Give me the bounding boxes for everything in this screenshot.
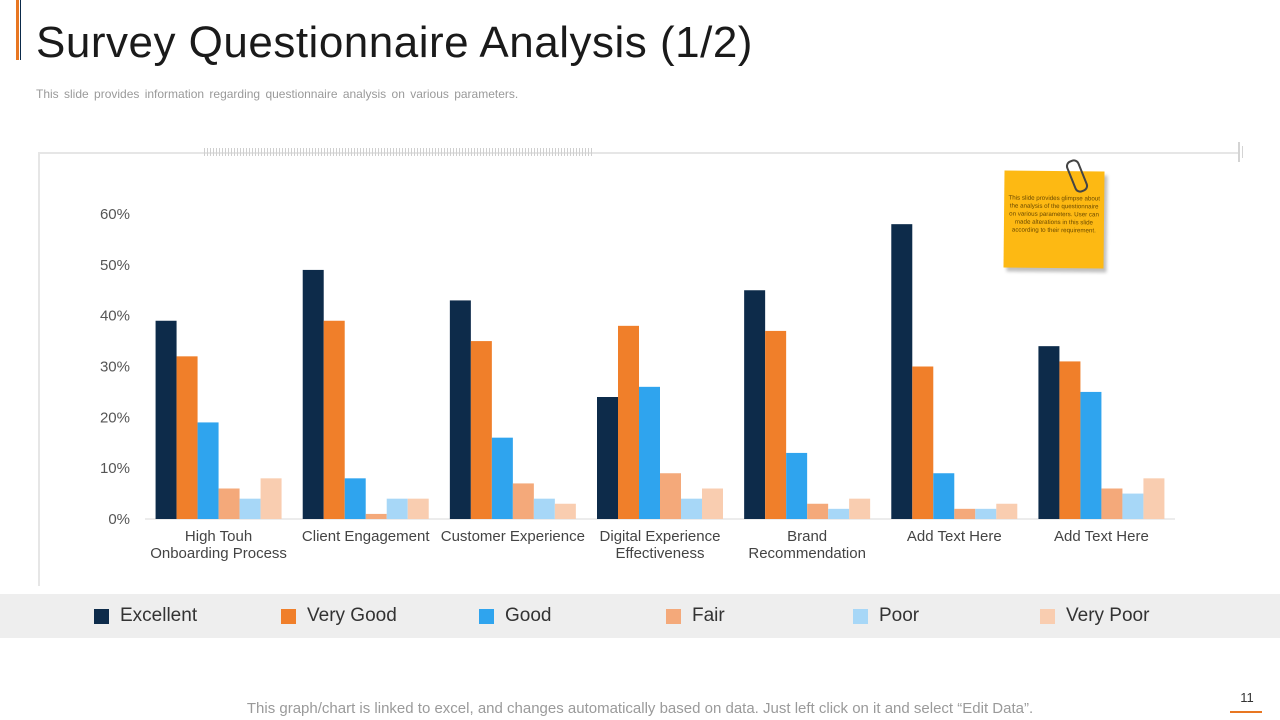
bar-good[interactable] bbox=[491, 437, 513, 519]
legend-swatch bbox=[479, 608, 494, 624]
x-category-label: Add Text Here bbox=[1054, 528, 1149, 545]
bar-fair[interactable] bbox=[365, 513, 387, 519]
bar-poor[interactable] bbox=[1122, 493, 1144, 519]
bar-fair[interactable] bbox=[807, 503, 829, 519]
legend-swatch bbox=[666, 608, 681, 624]
bar-good[interactable] bbox=[933, 473, 955, 519]
bar-fair[interactable] bbox=[954, 508, 976, 519]
frame-ruler-decoration bbox=[204, 148, 594, 156]
bar-excellent[interactable] bbox=[302, 269, 324, 519]
bar-very-good[interactable] bbox=[323, 320, 345, 519]
x-category-label: Client Engagement bbox=[302, 528, 430, 545]
bar-fair[interactable] bbox=[1101, 488, 1123, 520]
bar-excellent[interactable] bbox=[597, 397, 618, 519]
legend-swatch bbox=[853, 608, 868, 624]
legend-item-fair: Fair bbox=[666, 594, 725, 638]
legend-label: Good bbox=[505, 605, 552, 626]
bar-poor[interactable] bbox=[975, 508, 997, 519]
chart-legend: Excellent Very Good Good Fair Poor Very Poor bbox=[0, 594, 1280, 638]
bar-very-good[interactable] bbox=[912, 366, 934, 520]
bar-very-good[interactable] bbox=[470, 341, 492, 519]
bar-very-poor[interactable] bbox=[849, 498, 871, 519]
page-subtitle: This slide provides information regardin… bbox=[36, 87, 519, 101]
bar-very-poor[interactable] bbox=[407, 498, 429, 519]
bar-excellent[interactable] bbox=[155, 320, 177, 519]
y-tick-label: 50% bbox=[100, 257, 130, 274]
legend-item-very-poor: Very Poor bbox=[1040, 594, 1149, 638]
sticky-note: This slide provides glimpse about the an… bbox=[1003, 170, 1105, 269]
x-category-label: Recommendation bbox=[748, 545, 866, 562]
bar-poor[interactable] bbox=[386, 498, 408, 519]
x-category-label: Brand bbox=[787, 528, 827, 545]
y-tick-label: 10% bbox=[100, 460, 130, 477]
x-category-label: Effectiveness bbox=[616, 545, 705, 562]
bar-excellent[interactable] bbox=[744, 290, 766, 519]
frame-end-mark bbox=[1238, 142, 1240, 162]
legend-label: Very Poor bbox=[1066, 605, 1150, 626]
bar-good[interactable] bbox=[786, 452, 808, 519]
bar-fair[interactable] bbox=[660, 473, 681, 519]
footer-note: This graph/chart is linked to excel, and… bbox=[246, 700, 1034, 717]
x-category-label: Customer Experience bbox=[441, 528, 585, 545]
bar-very-good[interactable] bbox=[1059, 361, 1081, 519]
legend-item-very-good: Very Good bbox=[281, 594, 397, 638]
x-category-label: Add Text Here bbox=[907, 528, 1002, 545]
y-tick-label: 20% bbox=[100, 409, 130, 426]
page-number-underline bbox=[1230, 711, 1262, 713]
title-accent-line bbox=[20, 0, 21, 60]
x-category-label: Onboarding Process bbox=[150, 545, 287, 562]
bar-very-poor[interactable] bbox=[1143, 478, 1165, 519]
frame-left-line bbox=[38, 152, 40, 586]
y-tick-label: 0% bbox=[108, 511, 130, 528]
bar-very-poor[interactable] bbox=[702, 488, 723, 520]
bar-poor[interactable] bbox=[533, 498, 555, 519]
bar-poor[interactable] bbox=[828, 508, 850, 519]
bar-good[interactable] bbox=[344, 478, 366, 519]
bar-fair[interactable] bbox=[512, 483, 534, 519]
bar-excellent[interactable] bbox=[891, 224, 913, 519]
bar-good[interactable] bbox=[197, 422, 219, 519]
bar-very-poor[interactable] bbox=[260, 478, 282, 519]
x-category-label: Digital Experience bbox=[600, 528, 721, 545]
bar-very-poor[interactable] bbox=[996, 503, 1018, 519]
x-category-label: High Touh bbox=[185, 528, 252, 545]
legend-swatch bbox=[281, 608, 296, 624]
bar-excellent[interactable] bbox=[449, 300, 471, 519]
bar-excellent[interactable] bbox=[1038, 346, 1060, 519]
bar-very-good[interactable] bbox=[618, 325, 639, 519]
legend-label: Excellent bbox=[120, 605, 198, 626]
legend-label: Poor bbox=[879, 605, 920, 626]
bar-very-good[interactable] bbox=[765, 330, 787, 519]
page-title: Survey Questionnaire Analysis (1/2) bbox=[36, 18, 753, 67]
bar-good[interactable] bbox=[639, 386, 660, 519]
legend-item-good: Good bbox=[479, 594, 551, 638]
legend-item-excellent: Excellent bbox=[94, 594, 197, 638]
bar-fair[interactable] bbox=[218, 488, 240, 520]
bar-poor[interactable] bbox=[239, 498, 261, 519]
y-tick-label: 60% bbox=[100, 206, 130, 223]
legend-label: Fair bbox=[692, 605, 725, 626]
y-tick-label: 30% bbox=[100, 359, 130, 376]
legend-label: Very Good bbox=[307, 605, 397, 626]
bar-good[interactable] bbox=[1080, 391, 1102, 519]
legend-swatch bbox=[94, 608, 109, 624]
legend-swatch bbox=[1040, 608, 1055, 624]
frame-top-line bbox=[38, 152, 1240, 154]
frame-end-mark-2 bbox=[1242, 146, 1243, 158]
legend-item-poor: Poor bbox=[853, 594, 919, 638]
bar-chart[interactable]: 0% 10% 20% 30% 40% 50% 60% High TouhOnboarding … bbox=[0, 0, 1280, 600]
bar-very-good[interactable] bbox=[176, 356, 198, 519]
bar-very-poor[interactable] bbox=[554, 503, 576, 519]
page-number: 11 bbox=[1240, 690, 1254, 705]
sticky-note-text: This slide provides glimpse about the an… bbox=[1008, 194, 1100, 235]
bar-poor[interactable] bbox=[681, 498, 702, 519]
title-accent-bar bbox=[16, 0, 19, 60]
y-tick-label: 40% bbox=[100, 308, 130, 325]
